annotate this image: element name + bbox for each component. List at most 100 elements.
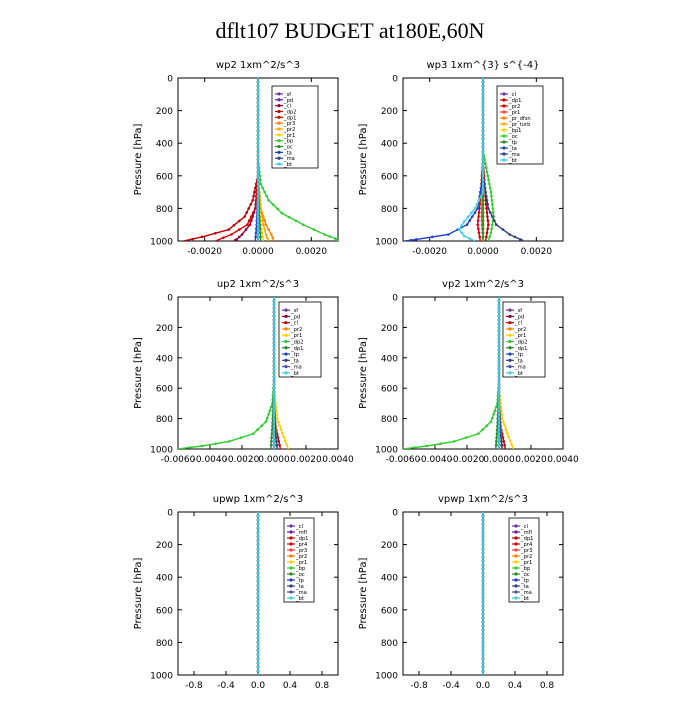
series-point — [500, 443, 504, 447]
y-tick-label: 0 — [167, 75, 173, 85]
series-markers-bt — [256, 78, 260, 239]
series-point — [272, 299, 276, 303]
y-tick-label: 600 — [156, 606, 173, 616]
series-point — [475, 203, 479, 206]
legend-entry: _bp1 — [508, 128, 521, 134]
series-point — [481, 620, 485, 624]
series-point — [481, 518, 485, 522]
series-point — [256, 227, 260, 231]
series-point — [497, 432, 501, 436]
legend-entry: _pd — [514, 314, 524, 320]
y-axis-label: Pressure [hPa] — [358, 124, 369, 196]
series-point — [256, 137, 260, 141]
legend-entry: _pr1 — [283, 133, 295, 139]
plot-frame — [402, 296, 564, 450]
series-point — [256, 113, 260, 116]
series-point — [261, 186, 265, 190]
series-point — [481, 170, 485, 173]
series-point — [256, 665, 260, 669]
x-tick-label: 0.0040 — [547, 455, 579, 465]
series-point — [256, 535, 260, 538]
series-point — [272, 314, 276, 318]
series-point — [491, 203, 494, 206]
series-point — [222, 236, 225, 239]
legend-marker — [502, 152, 506, 156]
series-point — [251, 199, 254, 202]
legend-entry: _oc — [520, 572, 530, 578]
series-point — [481, 633, 485, 636]
series-point — [477, 231, 481, 235]
series-point — [409, 238, 413, 241]
series-point — [272, 405, 276, 409]
y-tick-label: 800 — [381, 205, 398, 215]
legend-marker — [289, 578, 293, 582]
series-point — [256, 514, 260, 518]
series-point — [263, 228, 267, 231]
legend-marker — [289, 584, 293, 588]
series-point — [256, 551, 260, 555]
legend-entry: _oc — [508, 134, 518, 140]
legend-marker — [289, 554, 293, 558]
legend-box — [278, 301, 322, 378]
series-point — [465, 223, 469, 226]
legend-marker — [508, 339, 512, 344]
legend-entry: _pd — [283, 98, 293, 104]
series-point — [256, 633, 260, 636]
x-tick-label: -0.0020 — [225, 455, 260, 465]
legend-marker — [514, 578, 518, 582]
series-point — [266, 236, 269, 239]
legend-marker — [508, 364, 512, 369]
legend-marker — [502, 134, 506, 138]
series-point — [272, 371, 276, 375]
y-tick-label: 800 — [156, 639, 173, 649]
series-point — [256, 78, 260, 80]
series-point — [256, 559, 260, 563]
legend-marker — [277, 92, 281, 96]
legend-marker — [289, 536, 293, 540]
series-point — [497, 398, 501, 401]
legend-entry: _pr2 — [290, 327, 302, 333]
series-point — [481, 612, 485, 616]
legend-marker — [289, 572, 293, 576]
y-tick-label: 600 — [156, 172, 173, 182]
series-point — [271, 236, 275, 239]
series-point — [256, 121, 260, 125]
series-point — [268, 409, 272, 413]
series-point — [272, 364, 276, 367]
legend-entry: _cl — [514, 321, 522, 327]
series-point — [263, 219, 267, 222]
series-point — [272, 413, 276, 417]
x-tick-label: 0.0020 — [290, 455, 322, 465]
series-point — [492, 413, 495, 416]
y-axis-label: Pressure [hPa] — [133, 337, 144, 409]
series-point — [491, 416, 494, 420]
series-point — [272, 333, 276, 337]
series-point — [256, 580, 260, 583]
y-tick-label: 400 — [381, 140, 398, 150]
series-point — [256, 154, 260, 157]
series-point — [335, 238, 338, 241]
series-point — [500, 409, 503, 413]
series-point — [256, 174, 260, 178]
series-point — [481, 125, 485, 129]
series-point — [256, 620, 260, 624]
y-tick-label: 600 — [156, 385, 173, 395]
legend-entry: _pd — [290, 314, 300, 320]
y-tick-label: 200 — [156, 324, 173, 334]
series-point — [259, 235, 262, 239]
series-point — [520, 238, 523, 241]
series-point — [476, 432, 480, 436]
series-point — [256, 215, 260, 218]
series-point — [481, 531, 485, 534]
series-point — [256, 588, 260, 591]
series-point — [481, 522, 485, 526]
series-point — [272, 348, 276, 352]
series-point — [481, 584, 485, 587]
series-point — [256, 571, 260, 575]
legend-marker — [502, 146, 506, 150]
series-point — [490, 227, 494, 231]
series-point — [256, 166, 260, 169]
y-tick-label: 200 — [381, 107, 398, 117]
series-point — [497, 413, 501, 417]
